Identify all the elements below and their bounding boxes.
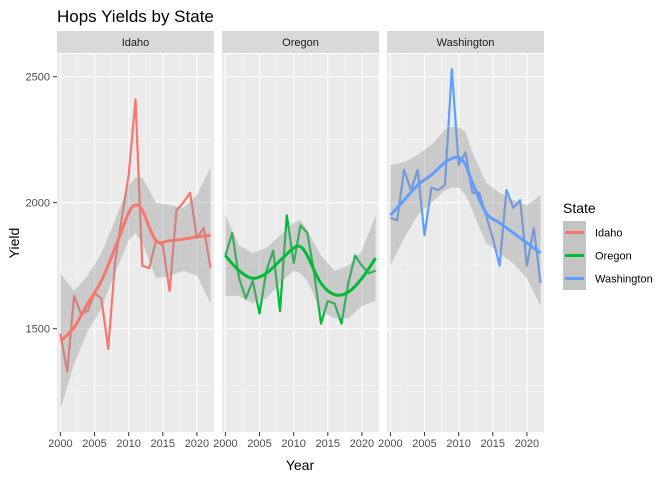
x-tick-label: 2000: [378, 438, 402, 450]
x-tick-label: 2015: [151, 438, 175, 450]
x-tick-label: 2010: [116, 438, 140, 450]
x-tick-label: 2015: [316, 438, 340, 450]
x-tick-label: 2010: [281, 438, 305, 450]
confidence-band: [390, 127, 541, 306]
y-tick-label: 2500: [26, 72, 50, 84]
y-axis-title: Yield: [6, 228, 22, 259]
legend: State Idaho Oregon Washington: [563, 200, 653, 290]
legend-item-oregon: Oregon: [563, 244, 632, 267]
facet-strip: [387, 31, 544, 53]
panel-background: [222, 54, 379, 432]
facet-panel-washington: Washington 2000 2005 2010 2015 2020: [378, 31, 544, 450]
x-axis-title: Year: [286, 457, 315, 473]
legend-title: State: [563, 200, 596, 216]
facet-strip-label: Washington: [437, 37, 495, 49]
x-tick-label: 2000: [48, 438, 72, 450]
facet-strip: [222, 31, 379, 53]
facet-strip: [57, 31, 214, 53]
y-tick-label: 2000: [26, 198, 50, 210]
legend-item-idaho: Idaho: [563, 221, 623, 244]
legend-label: Idaho: [595, 228, 623, 240]
smooth-line-washington: [389, 155, 542, 255]
x-tick-label: 2000: [213, 438, 237, 450]
y-tick-label: 1500: [26, 324, 50, 336]
x-tick-label: 2020: [350, 438, 374, 450]
facet-strip-label: Oregon: [282, 37, 319, 49]
chart-title: Hops Yields by State: [57, 7, 214, 26]
x-tick-label: 2020: [515, 438, 539, 450]
x-tick-label: 2005: [412, 438, 436, 450]
x-tick-label: 2005: [247, 438, 271, 450]
facet-strip-label: Idaho: [122, 37, 150, 49]
smooth-line-idaho: [59, 203, 211, 343]
facet-panel-oregon: Oregon 2000 2005 2010 2015 2020: [213, 31, 379, 450]
confidence-band: [60, 167, 211, 410]
legend-label: Washington: [595, 274, 653, 286]
series-line-washington: [390, 67, 542, 284]
smooth-line-oregon: [224, 244, 377, 297]
confidence-band: [225, 215, 376, 319]
panel-background: [387, 54, 544, 432]
legend-item-washington: Washington: [563, 267, 653, 290]
x-tick-label: 2010: [446, 438, 470, 450]
x-tick-label: 2020: [185, 438, 209, 450]
series-line-idaho: [59, 98, 212, 373]
x-tick-label: 2015: [481, 438, 505, 450]
legend-label: Oregon: [595, 251, 632, 263]
facet-panel-idaho: Idaho 2000 2005 2010 2015 2020: [48, 31, 214, 450]
legend-keys: Idaho Oregon Washington: [563, 221, 653, 290]
x-tick-label: 2005: [82, 438, 106, 450]
series-line-oregon: [224, 214, 376, 325]
